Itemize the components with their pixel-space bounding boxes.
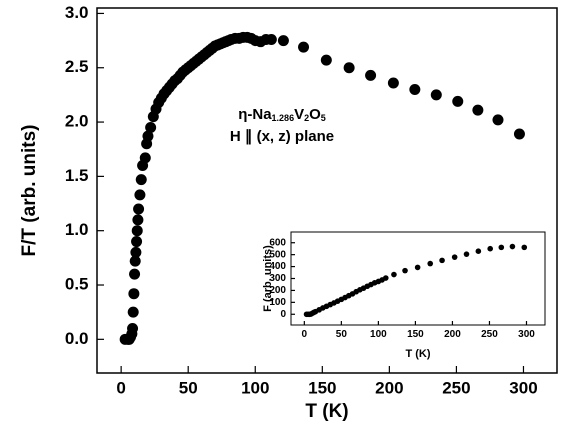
y-tick-label: 0 [280,309,286,320]
data-point [492,114,504,126]
y-tick-label: 300 [269,273,286,284]
data-point [145,121,157,133]
data-point [414,264,421,271]
data-point [487,245,494,252]
data-point [130,246,142,258]
y-tick-label: 2.0 [65,112,89,131]
data-point [387,77,399,89]
y-tick-label: 600 [269,237,286,248]
x-tick-label: 250 [481,329,498,340]
data-point [134,189,146,201]
x-tick-label: 150 [308,379,336,398]
data-point [409,83,421,95]
x-tick-label: 100 [241,379,269,398]
x-tick-label: 300 [509,379,537,398]
x-tick-label: 150 [407,329,424,340]
data-point [320,54,332,66]
x-tick-label: 200 [444,329,461,340]
data-point [131,225,143,237]
y-tick-label: 0.5 [65,274,89,293]
data-point [382,275,389,281]
x-tick-label: 300 [518,329,535,340]
data-point [402,267,408,274]
data-point [135,174,147,186]
x-tick-label: 50 [179,379,198,398]
annotation-part: H ∥ (x, z) plane [230,128,334,145]
x-tick-label: 100 [370,329,387,340]
data-point [513,128,525,140]
x-tick-label: 0 [302,329,308,340]
annotation-part: 2 [304,113,309,123]
y-tick-label: 1.5 [65,166,89,185]
data-point [298,41,310,53]
data-point [129,268,141,280]
data-point [498,244,505,251]
data-point [452,95,464,107]
data-point [365,69,377,81]
y-tick-label: 100 [269,297,286,308]
annotation: η-Na1.286V2O5 [238,106,326,123]
y-tick-label: 400 [269,261,286,272]
annotation-part: η-Na [238,106,272,123]
data-point [131,236,143,248]
data-point [427,260,434,267]
data-point [430,89,442,101]
data-point [128,288,140,300]
data-point [265,34,277,46]
data-point [472,104,484,116]
data-point [521,244,528,251]
y-tick-label: 500 [269,249,286,260]
data-point [509,243,516,250]
annotation-part: 1.286 [272,113,295,123]
x-tick-label: 250 [442,379,470,398]
data-point [127,322,139,334]
data-point [277,35,289,47]
data-point [343,62,355,74]
data-point [127,306,139,318]
y-tick-label: 1.0 [65,220,89,239]
x-axis-label: T (K) [405,348,430,360]
y-axis-label: F (arb. units) [262,245,274,312]
data-point [142,130,154,142]
x-tick-label: 50 [336,329,348,340]
data-point [391,271,397,278]
data-point [475,248,482,254]
annotation-part: O [309,106,321,123]
data-point [451,254,458,260]
annotation-part: V [294,106,304,123]
y-tick-label: 2.5 [65,57,89,76]
data-point [439,257,445,264]
data-point [132,214,144,226]
x-axis-label: T (K) [305,401,348,422]
y-tick-label: 200 [269,285,286,296]
x-tick-label: 0 [116,379,125,398]
annotation: H ∥ (x, z) plane [230,128,334,145]
data-point [129,255,141,267]
data-point [463,251,470,257]
plot-frame [290,231,546,326]
annotation-part: 5 [321,113,326,123]
data-point [139,152,151,164]
y-tick-label: 3.0 [65,3,89,22]
y-tick-label: 0.0 [65,329,89,348]
data-point [133,203,145,215]
x-tick-label: 200 [375,379,403,398]
y-axis-label: F/T (arb. units) [19,125,40,257]
